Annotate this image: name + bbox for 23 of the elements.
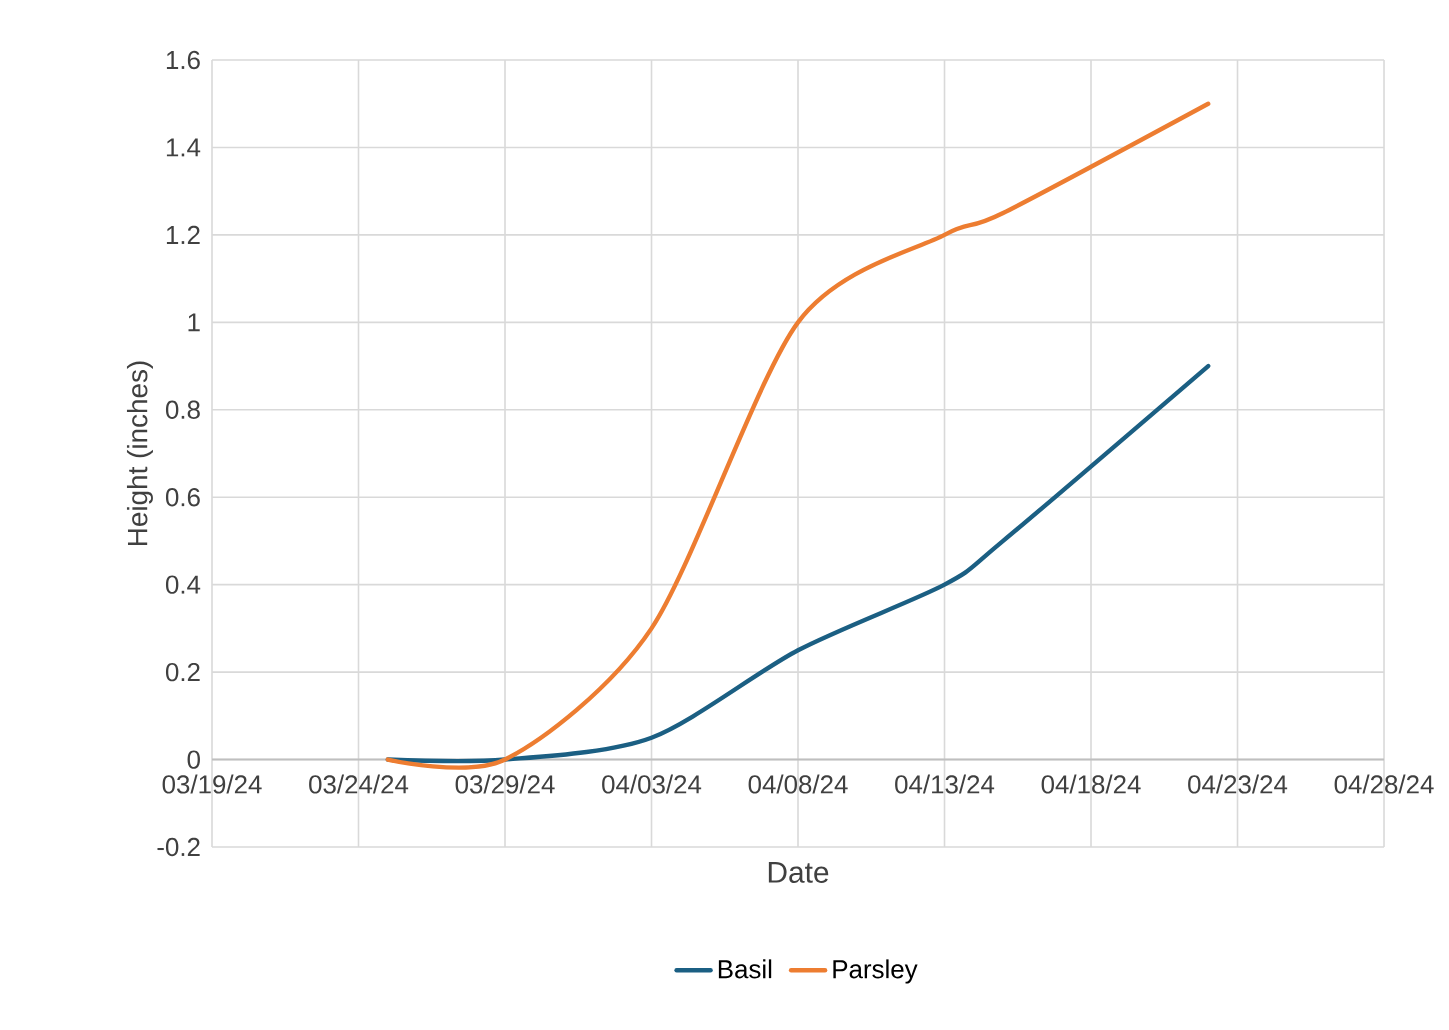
y-tick-label: -0.2 [157, 837, 200, 857]
x-tick-label: 04/23/24 [1188, 774, 1288, 794]
legend-label: Basil [718, 959, 772, 979]
y-tick-label: 0.6 [165, 488, 200, 507]
x-tick-label: 04/13/24 [895, 774, 995, 794]
x-tick-label: 03/19/24 [162, 774, 262, 794]
y-tick-label: 0.4 [165, 575, 201, 594]
x-tick-label: 04/28/24 [1334, 774, 1434, 794]
y-tick-label: 0.8 [165, 400, 200, 419]
y-tick-label: 1.4 [166, 138, 201, 157]
x-tick-label: 04/08/24 [748, 774, 848, 794]
x-tick-label: 03/24/24 [309, 774, 409, 794]
y-tick-label: 0.2 [165, 662, 200, 682]
x-tick-label: 04/18/24 [1041, 774, 1141, 794]
legend-label: Parsley [833, 959, 918, 984]
y-tick-label: 1.6 [166, 50, 200, 70]
x-tick-label: 03/29/24 [455, 774, 555, 794]
y-axis-title: Height (inches) [126, 361, 153, 546]
y-tick-label: 1 [188, 313, 200, 332]
y-tick-label: 0 [187, 750, 200, 769]
x-axis-title: Date [768, 862, 829, 883]
y-tick-label: 1.2 [166, 225, 200, 244]
x-tick-label: 04/03/24 [602, 774, 702, 794]
